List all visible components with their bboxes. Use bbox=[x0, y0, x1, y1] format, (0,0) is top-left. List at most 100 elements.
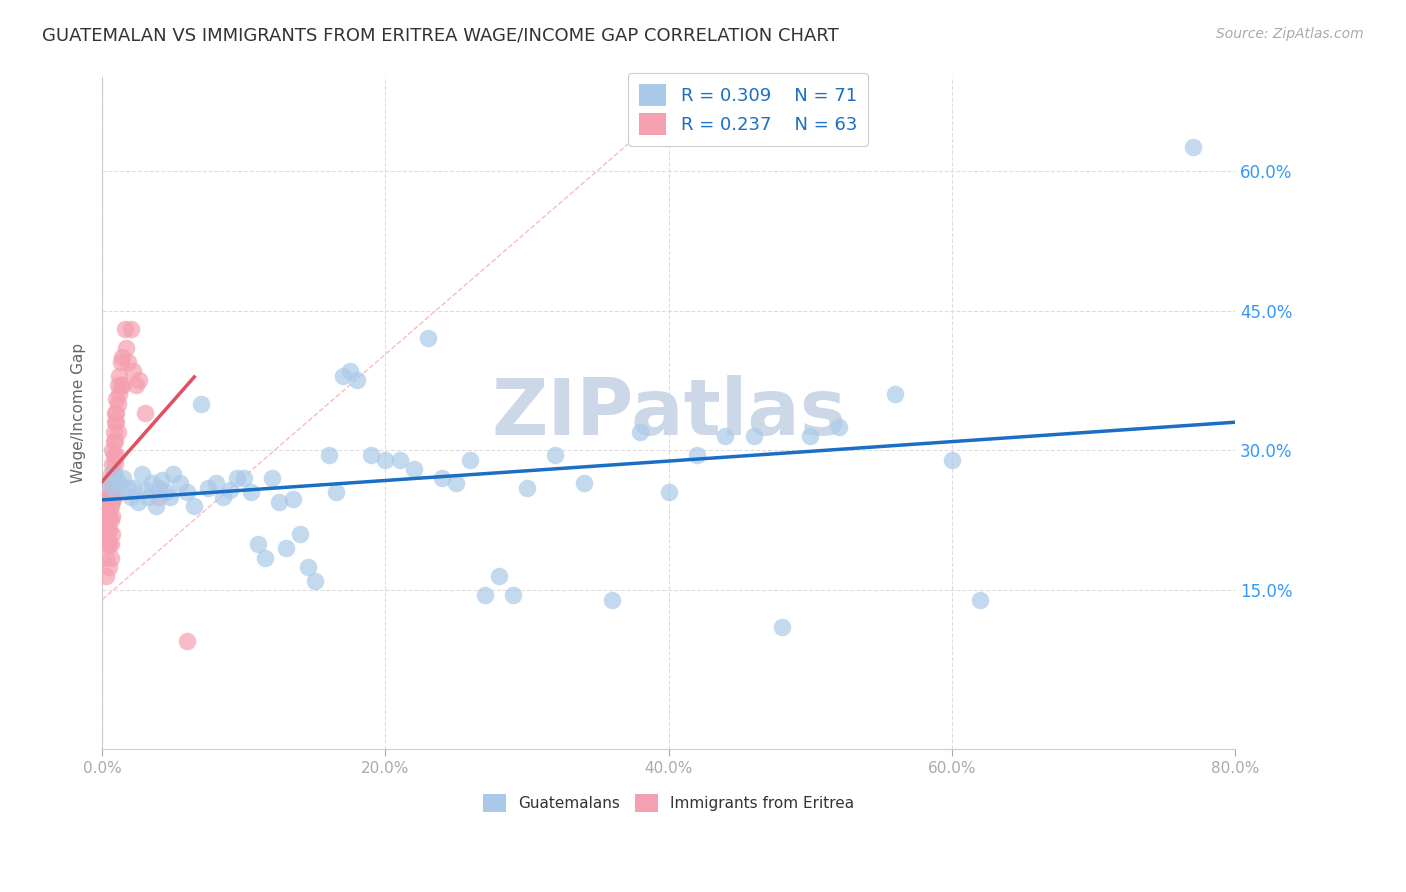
Point bbox=[110, 378, 132, 392]
Point bbox=[117, 355, 139, 369]
Point bbox=[98, 508, 121, 523]
Point bbox=[162, 467, 184, 481]
Point bbox=[799, 429, 821, 443]
Point bbox=[100, 550, 122, 565]
Point bbox=[131, 467, 153, 481]
Point bbox=[254, 550, 277, 565]
Point bbox=[101, 458, 124, 472]
Point bbox=[134, 406, 156, 420]
Point bbox=[262, 471, 284, 485]
Point bbox=[96, 513, 118, 527]
Point bbox=[94, 504, 117, 518]
Point bbox=[96, 532, 118, 546]
Point bbox=[416, 331, 439, 345]
Point bbox=[430, 471, 453, 485]
Point bbox=[108, 387, 131, 401]
Point bbox=[360, 448, 382, 462]
Point bbox=[98, 560, 121, 574]
Point bbox=[176, 485, 198, 500]
Point bbox=[304, 574, 326, 588]
Point bbox=[96, 494, 118, 508]
Point bbox=[714, 429, 737, 443]
Point bbox=[104, 434, 127, 448]
Point bbox=[103, 490, 125, 504]
Point bbox=[111, 350, 134, 364]
Point bbox=[488, 569, 510, 583]
Point bbox=[103, 434, 125, 448]
Point bbox=[104, 458, 127, 472]
Point bbox=[290, 527, 312, 541]
Point bbox=[502, 588, 524, 602]
Point bbox=[346, 374, 368, 388]
Point bbox=[600, 592, 623, 607]
Point bbox=[98, 523, 121, 537]
Point bbox=[120, 322, 142, 336]
Point bbox=[283, 491, 305, 506]
Point bbox=[232, 471, 254, 485]
Point bbox=[159, 490, 181, 504]
Point bbox=[332, 368, 354, 383]
Point bbox=[183, 500, 205, 514]
Point bbox=[239, 485, 262, 500]
Point bbox=[225, 471, 247, 485]
Point bbox=[770, 620, 793, 634]
Point bbox=[969, 592, 991, 607]
Point bbox=[105, 406, 128, 420]
Point bbox=[97, 523, 120, 537]
Point bbox=[96, 550, 118, 565]
Point bbox=[100, 490, 122, 504]
Point bbox=[150, 473, 173, 487]
Point bbox=[112, 378, 135, 392]
Point bbox=[204, 475, 226, 490]
Point bbox=[276, 541, 298, 556]
Point bbox=[125, 378, 148, 392]
Point bbox=[108, 475, 131, 490]
Point bbox=[134, 483, 156, 497]
Point bbox=[658, 485, 681, 500]
Point bbox=[474, 588, 496, 602]
Point bbox=[98, 490, 121, 504]
Point bbox=[155, 485, 177, 500]
Point bbox=[103, 448, 125, 462]
Point bbox=[388, 452, 411, 467]
Point bbox=[122, 364, 145, 378]
Point bbox=[105, 485, 128, 500]
Point bbox=[105, 448, 128, 462]
Point bbox=[122, 481, 145, 495]
Point bbox=[402, 462, 425, 476]
Point bbox=[101, 475, 124, 490]
Point bbox=[446, 475, 468, 490]
Point bbox=[211, 490, 233, 504]
Point bbox=[100, 467, 122, 481]
Point bbox=[339, 364, 361, 378]
Point bbox=[117, 481, 139, 495]
Point bbox=[100, 513, 122, 527]
Point bbox=[628, 425, 651, 439]
Point bbox=[100, 536, 122, 550]
Point bbox=[101, 508, 124, 523]
Point bbox=[941, 452, 963, 467]
Point bbox=[107, 425, 129, 439]
Legend: Guatemalans, Immigrants from Eritrea: Guatemalans, Immigrants from Eritrea bbox=[474, 785, 863, 822]
Point bbox=[101, 527, 124, 541]
Point bbox=[460, 452, 482, 467]
Point bbox=[103, 467, 125, 481]
Point bbox=[148, 490, 170, 504]
Point bbox=[114, 322, 136, 336]
Point bbox=[101, 494, 124, 508]
Point bbox=[97, 536, 120, 550]
Point bbox=[544, 448, 567, 462]
Point bbox=[742, 429, 765, 443]
Point bbox=[104, 406, 127, 420]
Point bbox=[827, 420, 849, 434]
Point bbox=[572, 475, 595, 490]
Point bbox=[218, 483, 240, 497]
Point bbox=[127, 494, 149, 508]
Point bbox=[148, 481, 170, 495]
Point bbox=[120, 490, 142, 504]
Point bbox=[97, 513, 120, 527]
Point bbox=[318, 448, 340, 462]
Point bbox=[128, 374, 150, 388]
Point bbox=[190, 397, 212, 411]
Point bbox=[516, 481, 538, 495]
